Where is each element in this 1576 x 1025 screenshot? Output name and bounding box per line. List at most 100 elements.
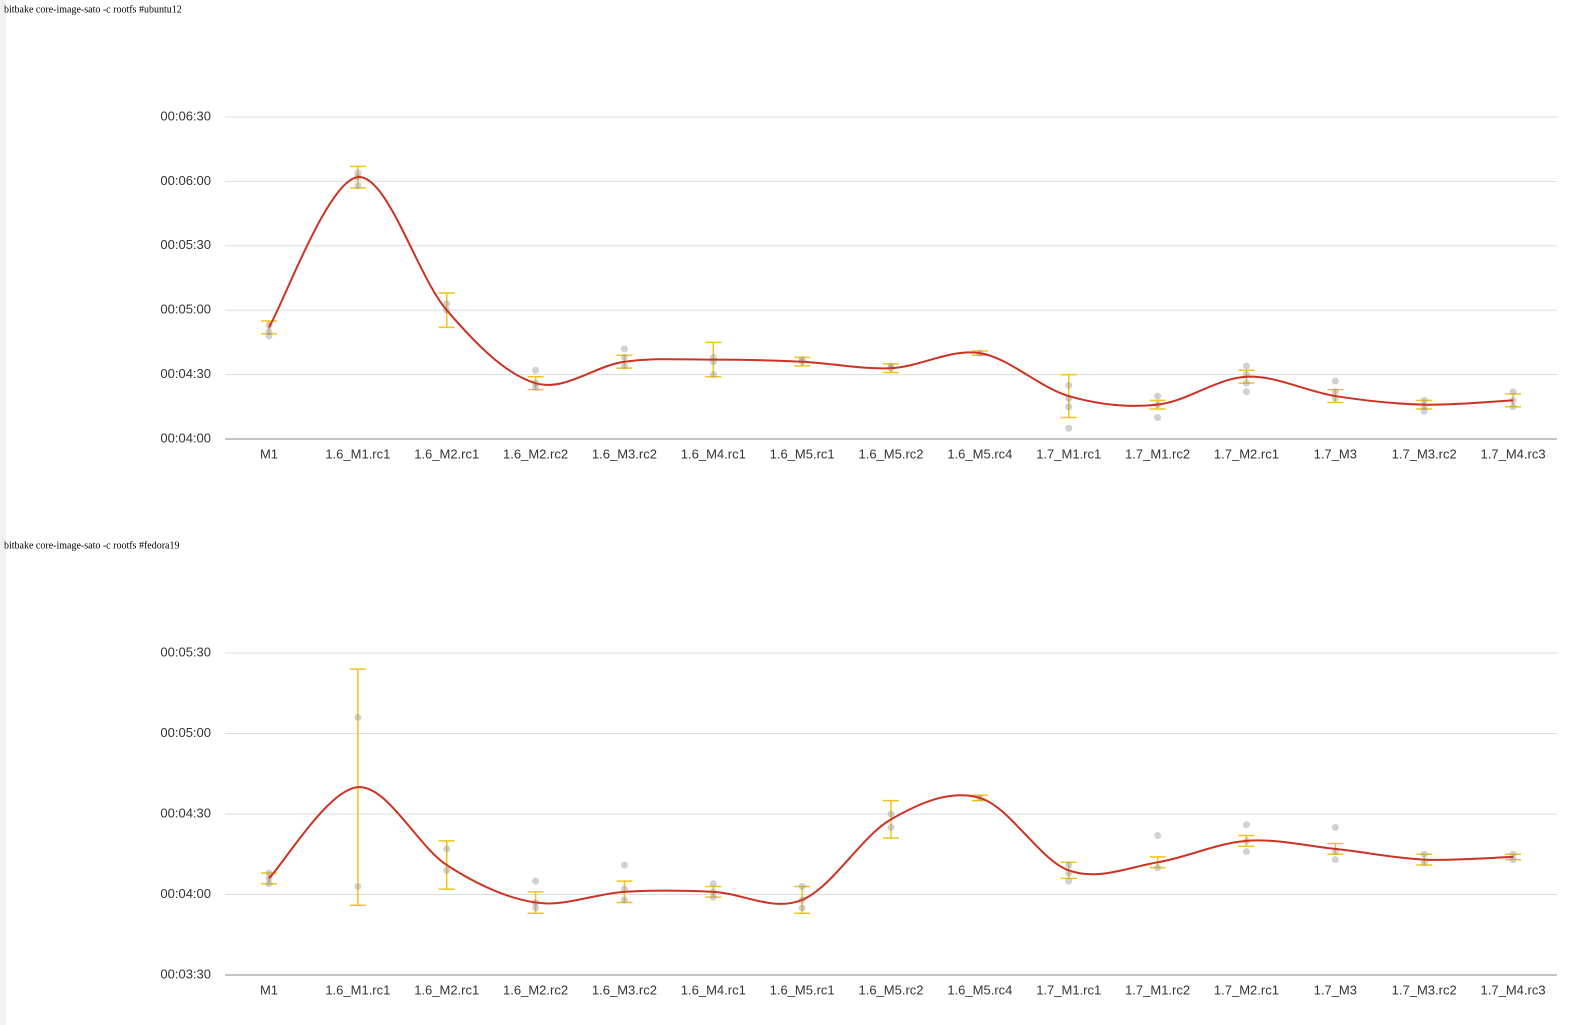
left-shadow (0, 0, 6, 1025)
sample-point (798, 882, 806, 890)
x-tick-label: 1.6_M5.rc4 (947, 982, 1012, 997)
sample-point (1331, 377, 1339, 385)
sample-point (1420, 850, 1428, 858)
sample-point (709, 371, 717, 379)
sample-point (532, 383, 540, 391)
x-tick-label: 1.6_M4.rc1 (681, 446, 746, 461)
x-tick-label: 1.6_M2.rc2 (503, 446, 568, 461)
x-tick-label: 1.7_M3 (1314, 982, 1357, 997)
sample-point (620, 896, 628, 904)
x-tick-label: 1.6_M3.rc2 (592, 982, 657, 997)
sample-point (443, 866, 451, 874)
x-tick-label: 1.6_M1.rc1 (325, 982, 390, 997)
chart-title: bitbake core-image-sato -c rootfs #ubunt… (4, 4, 182, 15)
x-tick-label: 1.6_M3.rc2 (592, 446, 657, 461)
x-tick-label: 1.7_M3.rc2 (1392, 446, 1457, 461)
sample-point (354, 882, 362, 890)
sample-point (265, 869, 273, 877)
x-tick-label: 1.7_M2.rc1 (1214, 446, 1279, 461)
x-tick-label: 1.7_M2.rc1 (1214, 982, 1279, 997)
x-tick-label: 1.7_M4.rc3 (1481, 446, 1546, 461)
y-tick-label: 00:05:30 (160, 644, 211, 659)
sample-point (1154, 864, 1162, 872)
x-tick-label: 1.7_M1.rc1 (1036, 446, 1101, 461)
sample-point (1420, 407, 1428, 415)
x-tick-label: 1.6_M5.rc1 (770, 446, 835, 461)
sample-point (798, 904, 806, 912)
sample-point (354, 713, 362, 721)
sample-point (265, 332, 273, 340)
sample-point (1331, 823, 1339, 831)
y-tick-label: 00:06:00 (160, 173, 211, 188)
x-tick-label: 1.6_M5.rc2 (858, 446, 923, 461)
sample-point (1242, 362, 1250, 370)
sample-point (1242, 821, 1250, 829)
y-tick-label: 00:04:00 (160, 430, 211, 445)
x-tick-label: 1.6_M4.rc1 (681, 982, 746, 997)
x-tick-label: 1.6_M2.rc1 (414, 446, 479, 461)
sample-point (1242, 388, 1250, 396)
y-tick-label: 00:05:00 (160, 725, 211, 740)
y-tick-label: 00:05:30 (160, 237, 211, 252)
x-tick-label: 1.7_M4.rc3 (1481, 982, 1546, 997)
sample-point (532, 366, 540, 374)
sample-point (620, 362, 628, 370)
sample-point (1242, 379, 1250, 387)
sample-point (887, 810, 895, 818)
x-tick-label: 1.6_M2.rc1 (414, 982, 479, 997)
sample-point (532, 904, 540, 912)
sample-point (1065, 877, 1073, 885)
sample-point (532, 877, 540, 885)
sample-point (265, 880, 273, 888)
sample-point (1065, 424, 1073, 432)
x-tick-label: 1.7_M3 (1314, 446, 1357, 461)
sample-point (1509, 388, 1517, 396)
chart: bitbake core-image-sato -c rootfs #ubunt… (4, 4, 1557, 461)
sample-point (1154, 392, 1162, 400)
x-tick-label: 1.6_M5.rc4 (947, 446, 1012, 461)
sample-point (1065, 403, 1073, 411)
sample-point (620, 353, 628, 361)
sample-point (443, 845, 451, 853)
sample-point (1509, 403, 1517, 411)
sample-point (887, 823, 895, 831)
x-tick-label: 1.7_M1.rc1 (1036, 982, 1101, 997)
sample-point (1331, 856, 1339, 864)
y-tick-label: 00:04:30 (160, 366, 211, 381)
y-tick-label: 00:05:00 (160, 302, 211, 317)
sample-point (265, 328, 273, 336)
sample-point (1065, 381, 1073, 389)
sample-point (443, 300, 451, 308)
sample-point (1065, 861, 1073, 869)
sample-point (1242, 848, 1250, 856)
y-tick-label: 00:04:00 (160, 886, 211, 901)
sample-point (709, 880, 717, 888)
sample-point (1154, 414, 1162, 422)
x-tick-label: 1.6_M5.rc2 (858, 982, 923, 997)
mean-line (268, 786, 1514, 905)
sample-point (354, 182, 362, 190)
y-tick-label: 00:04:30 (160, 805, 211, 820)
y-tick-label: 00:03:30 (160, 966, 211, 981)
chart-title: bitbake core-image-sato -c rootfs #fedor… (4, 540, 179, 551)
sample-point (1331, 388, 1339, 396)
mean-line (268, 176, 1514, 407)
x-tick-label: M1 (260, 982, 278, 997)
x-tick-label: 1.6_M5.rc1 (770, 982, 835, 997)
x-tick-label: 1.7_M1.rc2 (1125, 446, 1190, 461)
x-tick-label: 1.6_M2.rc2 (503, 982, 568, 997)
x-tick-label: 1.6_M1.rc1 (325, 446, 390, 461)
sample-point (709, 893, 717, 901)
y-tick-label: 00:06:30 (160, 108, 211, 123)
x-tick-label: 1.7_M1.rc2 (1125, 982, 1190, 997)
sample-point (620, 861, 628, 869)
x-tick-label: 1.7_M3.rc2 (1392, 982, 1457, 997)
chart: bitbake core-image-sato -c rootfs #fedor… (4, 540, 1557, 997)
sample-point (354, 169, 362, 177)
sample-point (620, 345, 628, 353)
sample-point (1420, 396, 1428, 404)
sample-point (1154, 831, 1162, 839)
x-tick-label: M1 (260, 446, 278, 461)
